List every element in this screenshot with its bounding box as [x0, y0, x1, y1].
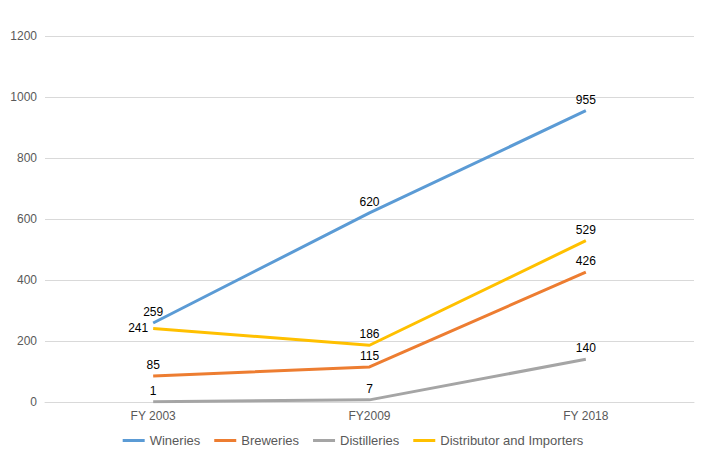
- svg-text:85: 85: [146, 358, 160, 372]
- svg-text:Distributor and Importers: Distributor and Importers: [440, 433, 584, 448]
- svg-text:426: 426: [576, 254, 596, 268]
- svg-text:600: 600: [17, 212, 37, 226]
- svg-text:259: 259: [143, 305, 163, 319]
- svg-text:241: 241: [128, 321, 148, 335]
- svg-text:FY 2018: FY 2018: [563, 409, 608, 423]
- svg-text:0: 0: [30, 395, 37, 409]
- svg-text:955: 955: [576, 93, 596, 107]
- svg-text:400: 400: [17, 273, 37, 287]
- svg-text:140: 140: [576, 341, 596, 355]
- svg-text:529: 529: [576, 223, 596, 237]
- svg-text:115: 115: [360, 349, 379, 363]
- svg-text:200: 200: [17, 334, 37, 348]
- svg-text:800: 800: [17, 151, 37, 165]
- svg-text:620: 620: [359, 195, 379, 209]
- svg-text:186: 186: [359, 327, 379, 341]
- svg-text:Wineries: Wineries: [150, 433, 201, 448]
- svg-text:1200: 1200: [10, 29, 37, 43]
- svg-text:Distilleries: Distilleries: [340, 433, 400, 448]
- svg-text:FY2009: FY2009: [348, 409, 390, 423]
- svg-text:FY 2003: FY 2003: [131, 409, 176, 423]
- svg-text:1000: 1000: [10, 90, 37, 104]
- svg-text:1: 1: [150, 384, 157, 398]
- svg-text:7: 7: [366, 382, 373, 396]
- svg-text:Breweries: Breweries: [241, 433, 299, 448]
